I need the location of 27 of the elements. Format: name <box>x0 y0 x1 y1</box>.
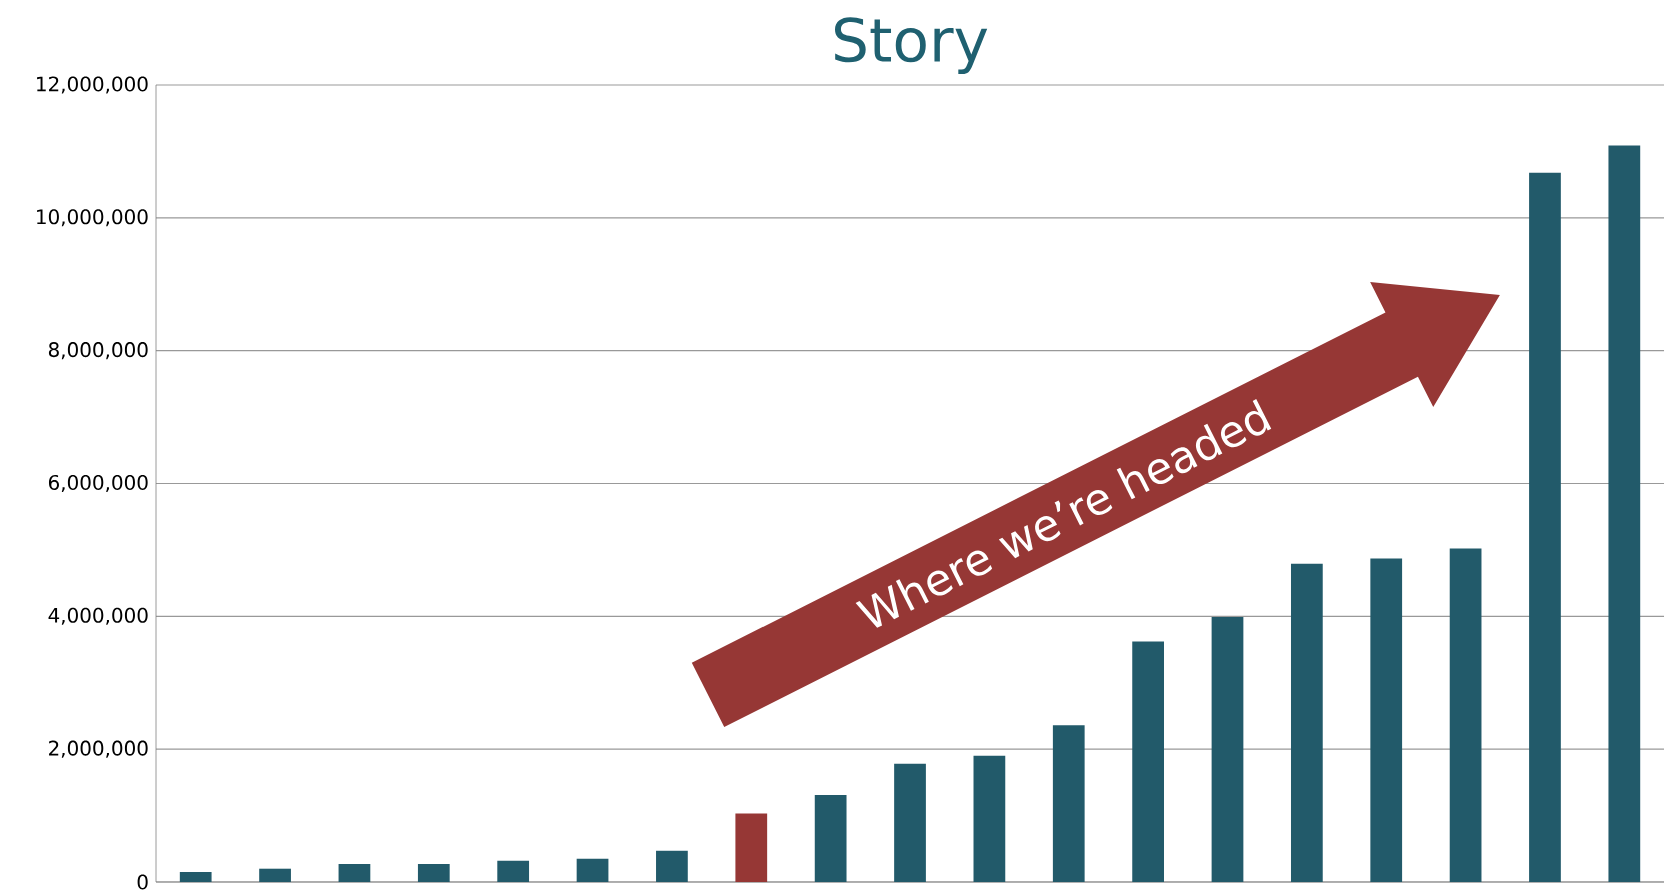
bar <box>1449 548 1482 882</box>
y-tick-label: 0 <box>137 874 148 890</box>
y-tick-label: 10,000,000 <box>37 209 148 227</box>
bar <box>735 813 768 882</box>
bar <box>1529 172 1561 882</box>
chart-title: Story <box>835 17 988 74</box>
bar <box>1211 616 1244 882</box>
bar <box>814 794 847 882</box>
bar <box>179 871 212 882</box>
bar <box>894 763 926 882</box>
y-tick-label: 12,000,000 <box>37 76 148 94</box>
bar <box>338 863 371 882</box>
y-tick-label: 6,000,000 <box>48 474 148 492</box>
bar <box>576 858 609 882</box>
y-tick-label: 2,000,000 <box>49 740 148 758</box>
y-tick-label: 8,000,000 <box>48 341 148 360</box>
bar <box>417 863 450 882</box>
bar <box>973 755 1006 882</box>
bar <box>656 850 688 882</box>
bar <box>1290 563 1323 882</box>
bar <box>259 868 291 882</box>
bar <box>497 860 530 882</box>
bar <box>1052 725 1085 882</box>
bar <box>1132 641 1164 882</box>
bar <box>1608 145 1641 882</box>
bar <box>1370 558 1403 882</box>
y-tick-label: 4,000,000 <box>48 607 148 625</box>
